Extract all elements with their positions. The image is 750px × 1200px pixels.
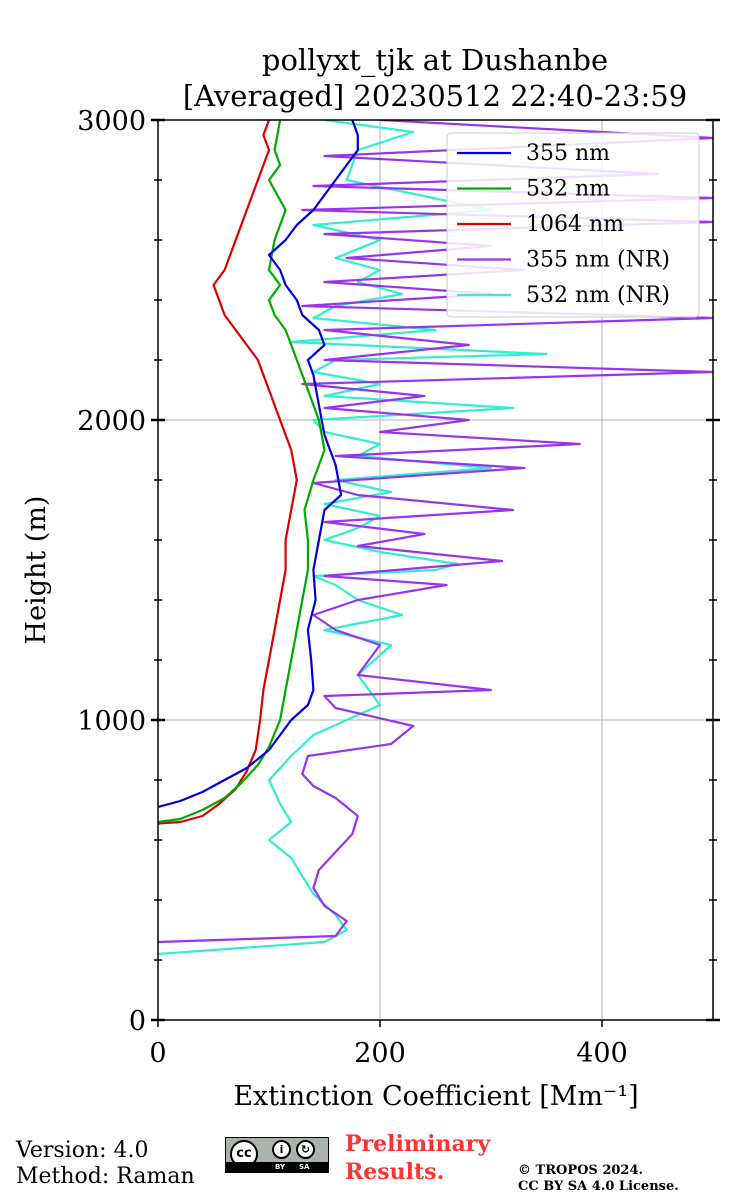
x-axis-label: Extinction Coefficient [Mm⁻¹] — [233, 1081, 638, 1112]
x-tick-label: 400 — [576, 1038, 628, 1069]
cc-sa-icon: ↻ — [296, 1140, 315, 1159]
plot-frame — [157, 119, 714, 1021]
cc-sa-label: SA — [299, 1163, 310, 1171]
legend-label: 532 nm (NR) — [526, 283, 670, 308]
legend-box — [446, 132, 700, 318]
copyright-note: © TROPOS 2024. CC BY SA 4.0 License. — [518, 1163, 679, 1195]
preliminary-line1: Preliminary — [345, 1131, 491, 1157]
y-axis-label: Height (m) — [21, 496, 52, 645]
y-tick-label: 2000 — [77, 406, 146, 437]
legend: 355 nm 532 nm 1064 nm 355 nm (NR) 532 nm (NR… — [446, 132, 700, 318]
x-tick-label: 0 — [149, 1038, 166, 1069]
cc-by-icon: i — [272, 1140, 291, 1159]
legend-label: 1064 nm — [526, 212, 624, 237]
copyright-line2: CC BY SA 4.0 License. — [518, 1179, 679, 1194]
version-text: Version: 4.0 — [16, 1138, 149, 1163]
cc-license-badge-icon: cc i ↻ BY SA — [225, 1137, 329, 1173]
preliminary-line2: Results. — [345, 1159, 445, 1185]
series-layer — [158, 120, 713, 956]
method-text: Method: Raman — [16, 1164, 195, 1189]
series-line-2 — [158, 120, 298, 825]
footer-info: Version: 4.0 Method: Raman — [16, 1138, 195, 1190]
y-tick-label: 3000 — [77, 106, 146, 137]
preliminary-results-note: Preliminary Results. — [345, 1130, 490, 1186]
legend-label: 355 nm (NR) — [526, 248, 670, 273]
chart-subtitle: [Averaged] 20230512 22:40-23:59 — [182, 79, 688, 113]
y-tick-label: 1000 — [77, 706, 146, 737]
x-tick-label: 200 — [354, 1038, 406, 1069]
series-line-3 — [158, 120, 713, 944]
copyright-line1: © TROPOS 2024. — [518, 1163, 644, 1178]
y-tick-label: 0 — [129, 1006, 146, 1037]
cc-by-label: BY — [275, 1163, 286, 1171]
chart-title: pollyxt_tjk at Dushanbe — [261, 43, 609, 77]
axis-ticks: 0 200 400 0 1000 2000 3000 — [77, 106, 720, 1069]
legend-label: 355 nm — [526, 141, 610, 166]
series-line-0 — [158, 120, 359, 809]
legend-label: 532 nm — [526, 177, 610, 202]
series-line-1 — [158, 120, 326, 824]
